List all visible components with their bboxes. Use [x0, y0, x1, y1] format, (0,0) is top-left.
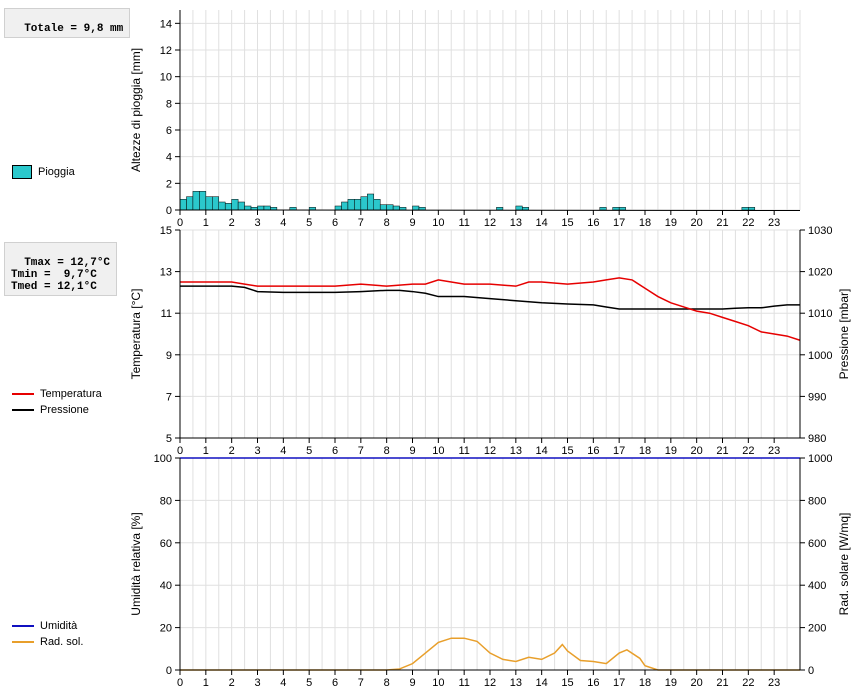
humidity-radiation-chart: 0204060801000200400600800100001234567891… — [0, 0, 860, 695]
svg-text:17: 17 — [613, 677, 625, 689]
svg-text:0: 0 — [166, 665, 172, 677]
svg-text:Umidità relativa [%]: Umidità relativa [%] — [129, 512, 143, 615]
svg-text:6: 6 — [332, 677, 338, 689]
svg-text:12: 12 — [484, 677, 496, 689]
svg-text:80: 80 — [160, 495, 172, 507]
svg-text:200: 200 — [808, 623, 826, 635]
svg-text:0: 0 — [177, 677, 183, 689]
svg-text:14: 14 — [536, 677, 548, 689]
svg-text:0: 0 — [808, 665, 814, 677]
svg-text:23: 23 — [768, 677, 780, 689]
svg-text:16: 16 — [587, 677, 599, 689]
svg-text:10: 10 — [432, 677, 444, 689]
svg-text:15: 15 — [561, 677, 573, 689]
svg-text:Rad. solare [W/mq]: Rad. solare [W/mq] — [837, 513, 851, 616]
svg-text:60: 60 — [160, 538, 172, 550]
svg-text:20: 20 — [160, 623, 172, 635]
svg-text:1: 1 — [203, 677, 209, 689]
svg-text:100: 100 — [154, 453, 172, 465]
svg-text:400: 400 — [808, 580, 826, 592]
svg-text:600: 600 — [808, 538, 826, 550]
svg-text:800: 800 — [808, 495, 826, 507]
svg-text:22: 22 — [742, 677, 754, 689]
svg-text:5: 5 — [306, 677, 312, 689]
svg-text:19: 19 — [665, 677, 677, 689]
svg-text:11: 11 — [458, 677, 469, 689]
svg-text:7: 7 — [358, 677, 364, 689]
svg-text:2: 2 — [229, 677, 235, 689]
svg-text:21: 21 — [716, 677, 728, 689]
svg-text:3: 3 — [254, 677, 260, 689]
svg-text:8: 8 — [384, 677, 390, 689]
svg-text:20: 20 — [691, 677, 703, 689]
svg-text:9: 9 — [409, 677, 415, 689]
svg-text:18: 18 — [639, 677, 651, 689]
svg-text:40: 40 — [160, 580, 172, 592]
svg-text:13: 13 — [510, 677, 522, 689]
svg-text:1000: 1000 — [808, 453, 832, 465]
svg-text:4: 4 — [280, 677, 286, 689]
